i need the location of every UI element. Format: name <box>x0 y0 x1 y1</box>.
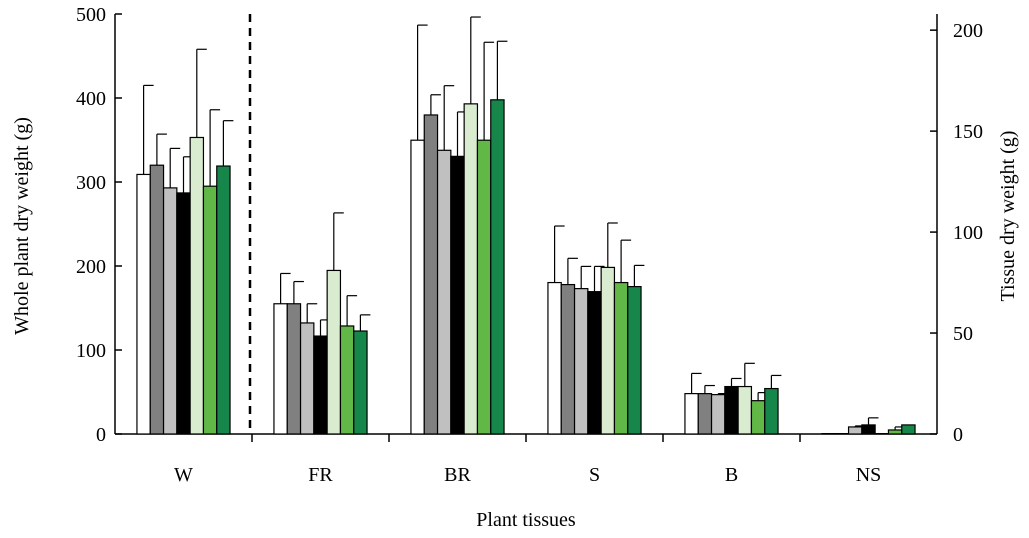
left-tick-label: 400 <box>76 88 106 110</box>
x-tick-label: B <box>725 464 738 486</box>
bar <box>202 185 218 435</box>
bar <box>273 303 288 435</box>
bar <box>861 424 876 435</box>
bar <box>286 303 302 435</box>
bar <box>764 387 779 435</box>
bar <box>476 139 492 435</box>
bar <box>423 114 439 435</box>
left-tick-label: 500 <box>76 4 106 26</box>
bar <box>627 285 642 435</box>
bar <box>216 165 231 435</box>
left-tick-label: 0 <box>96 424 106 446</box>
bar <box>353 330 368 435</box>
bar <box>613 281 629 435</box>
bar <box>600 266 616 435</box>
x-tick-label: NS <box>856 464 882 486</box>
bar <box>339 325 355 435</box>
right-tick-label: 0 <box>953 424 963 446</box>
bar <box>326 269 342 435</box>
x-tick-label: FR <box>308 464 333 486</box>
bar <box>490 99 505 435</box>
bar <box>573 288 589 435</box>
bar <box>299 322 315 435</box>
bar <box>737 385 753 435</box>
bar <box>901 424 916 435</box>
x-axis-title: Plant tissues <box>476 509 576 531</box>
right-tick-label: 150 <box>953 121 983 143</box>
plot-frame <box>114 14 938 435</box>
right-tick-label: 100 <box>953 222 983 244</box>
right-tick-label: 50 <box>953 323 973 345</box>
bar <box>547 281 562 435</box>
left-tick-label: 200 <box>76 256 106 278</box>
x-tick-label: BR <box>444 464 471 486</box>
right-y-axis-title: Tissue dry weight (g) <box>997 131 1019 302</box>
left-y-ticks: 0 100 200 300 400 500 <box>76 4 122 446</box>
bar <box>847 426 863 435</box>
x-tick-label: W <box>174 464 193 486</box>
bar <box>176 192 191 435</box>
right-y-ticks: 0 50 100 150 200 <box>930 20 983 446</box>
bar <box>750 400 766 435</box>
left-tick-label: 300 <box>76 172 106 194</box>
bar <box>189 136 205 435</box>
bar <box>710 394 726 435</box>
bar <box>410 139 425 435</box>
bar <box>436 149 452 435</box>
bar <box>697 393 713 435</box>
bar <box>887 429 903 435</box>
x-tick-label: S <box>589 464 600 486</box>
bar <box>149 164 165 435</box>
x-ticks: W FR BR S B NS <box>174 434 881 486</box>
bars <box>136 99 916 435</box>
error-bars <box>143 16 906 430</box>
bar <box>684 393 699 435</box>
bar <box>313 335 328 435</box>
bar <box>560 283 576 435</box>
bar <box>162 187 178 435</box>
left-y-axis-title: Whole plant dry weight (g) <box>11 117 33 335</box>
bar <box>450 155 465 435</box>
right-tick-label: 200 <box>953 20 983 42</box>
left-tick-label: 100 <box>76 340 106 362</box>
bar <box>587 291 602 435</box>
bar <box>463 103 479 435</box>
bar <box>724 385 739 435</box>
bar <box>136 173 151 435</box>
